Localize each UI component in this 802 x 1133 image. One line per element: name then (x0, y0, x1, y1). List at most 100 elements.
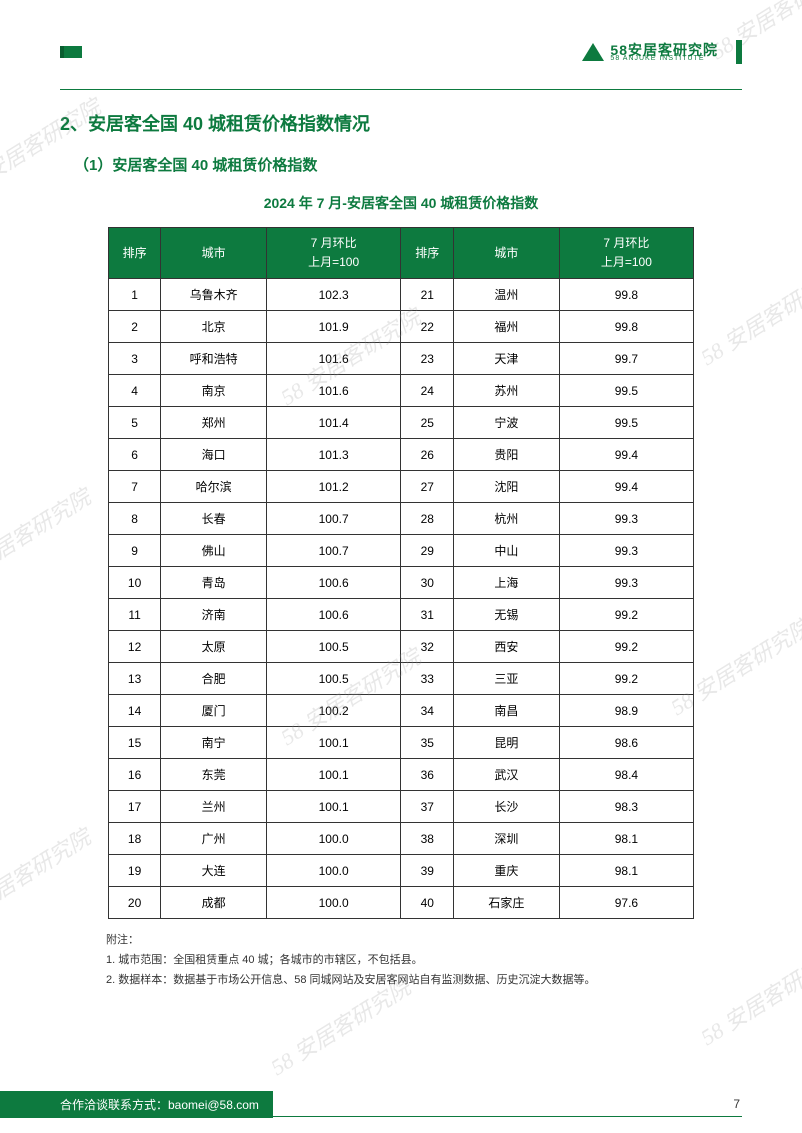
td-rank: 2 (108, 311, 161, 343)
td-city: 海口 (161, 439, 266, 471)
td-value: 100.5 (266, 631, 401, 663)
td-value2: 99.3 (559, 503, 694, 535)
td-rank: 11 (108, 599, 161, 631)
td-rank2: 26 (401, 439, 454, 471)
table-row: 10青岛100.630上海99.3 (108, 567, 694, 599)
th-value-1-line1: 7 月环比 (311, 236, 357, 250)
td-rank: 17 (108, 791, 161, 823)
header-bar: 58安居客研究院 58 ANJUKE INSTITUTE (60, 40, 742, 64)
td-rank: 10 (108, 567, 161, 599)
table-body: 1乌鲁木齐102.321温州99.82北京101.922福州99.83呼和浩特1… (108, 279, 694, 919)
td-city: 南宁 (161, 727, 266, 759)
td-rank: 18 (108, 823, 161, 855)
td-rank: 6 (108, 439, 161, 471)
th-rank-1: 排序 (108, 228, 161, 279)
td-city2: 石家庄 (454, 887, 559, 919)
td-rank: 3 (108, 343, 161, 375)
td-rank: 12 (108, 631, 161, 663)
table-row: 8长春100.728杭州99.3 (108, 503, 694, 535)
td-city: 大连 (161, 855, 266, 887)
watermark-text: 58 安居客研究院 (0, 90, 106, 202)
td-rank2: 27 (401, 471, 454, 503)
footnote-label: 附注： (106, 931, 742, 951)
td-value: 100.5 (266, 663, 401, 695)
th-value-2-line2: 上月=100 (601, 255, 652, 269)
th-value-1-line2: 上月=100 (308, 255, 359, 269)
td-city: 青岛 (161, 567, 266, 599)
td-city2: 沈阳 (454, 471, 559, 503)
logo-area: 58安居客研究院 58 ANJUKE INSTITUTE (582, 43, 718, 62)
footer-underline (0, 1116, 742, 1117)
table-row: 12太原100.532西安99.2 (108, 631, 694, 663)
table-row: 19大连100.039重庆98.1 (108, 855, 694, 887)
td-value: 100.0 (266, 823, 401, 855)
td-value: 100.0 (266, 887, 401, 919)
td-value: 100.0 (266, 855, 401, 887)
td-value: 101.3 (266, 439, 401, 471)
td-value2: 98.9 (559, 695, 694, 727)
td-city: 济南 (161, 599, 266, 631)
page-container: 58安居客研究院 58 ANJUKE INSTITUTE 2、安居客全国 40 … (0, 0, 802, 1133)
table-row: 2北京101.922福州99.8 (108, 311, 694, 343)
td-value2: 98.3 (559, 791, 694, 823)
td-city2: 南昌 (454, 695, 559, 727)
td-rank2: 29 (401, 535, 454, 567)
th-city-1: 城市 (161, 228, 266, 279)
td-value2: 99.2 (559, 599, 694, 631)
logo-text-sub: 58 ANJUKE INSTITUTE (610, 55, 718, 62)
td-value2: 99.7 (559, 343, 694, 375)
logo-text-block: 58安居客研究院 58 ANJUKE INSTITUTE (610, 43, 718, 62)
td-rank2: 38 (401, 823, 454, 855)
td-city: 郑州 (161, 407, 266, 439)
footnote-2: 2. 数据样本：数据基于市场公开信息、58 同城网站及安居客网站自有监测数据、历… (106, 971, 742, 991)
td-rank: 20 (108, 887, 161, 919)
td-city: 北京 (161, 311, 266, 343)
td-rank2: 28 (401, 503, 454, 535)
table-row: 14厦门100.234南昌98.9 (108, 695, 694, 727)
td-city2: 重庆 (454, 855, 559, 887)
td-rank: 9 (108, 535, 161, 567)
td-city: 东莞 (161, 759, 266, 791)
footnote-1: 1. 城市范围：全国租赁重点 40 城；各城市的市辖区，不包括县。 (106, 951, 742, 971)
td-city2: 天津 (454, 343, 559, 375)
table-row: 3呼和浩特101.623天津99.7 (108, 343, 694, 375)
td-city2: 福州 (454, 311, 559, 343)
watermark-text: 58 安居客研究院 (0, 480, 96, 592)
td-value2: 99.2 (559, 631, 694, 663)
td-city2: 三亚 (454, 663, 559, 695)
th-value-2-line1: 7 月环比 (603, 236, 649, 250)
td-value: 101.9 (266, 311, 401, 343)
td-value2: 98.6 (559, 727, 694, 759)
td-city: 合肥 (161, 663, 266, 695)
td-rank2: 40 (401, 887, 454, 919)
td-rank: 7 (108, 471, 161, 503)
header-left-marker (60, 46, 82, 58)
td-value2: 99.4 (559, 471, 694, 503)
td-rank: 15 (108, 727, 161, 759)
th-city-2: 城市 (454, 228, 559, 279)
td-value2: 98.1 (559, 823, 694, 855)
td-rank2: 22 (401, 311, 454, 343)
td-rank2: 37 (401, 791, 454, 823)
table-row: 15南宁100.135昆明98.6 (108, 727, 694, 759)
watermark-text: 58 安居客研究院 (694, 260, 802, 372)
th-value-2: 7 月环比 上月=100 (559, 228, 694, 279)
td-value: 100.6 (266, 567, 401, 599)
td-city2: 中山 (454, 535, 559, 567)
td-rank2: 25 (401, 407, 454, 439)
td-rank2: 39 (401, 855, 454, 887)
td-rank: 14 (108, 695, 161, 727)
td-city2: 深圳 (454, 823, 559, 855)
price-index-table: 排序 城市 7 月环比 上月=100 排序 城市 7 月环比 上月=100 1乌… (108, 227, 695, 919)
td-rank: 5 (108, 407, 161, 439)
td-rank2: 32 (401, 631, 454, 663)
subsection-title: （1）安居客全国 40 城租赁价格指数 (60, 154, 742, 175)
td-value2: 99.4 (559, 439, 694, 471)
page-number: 7 (733, 1097, 740, 1111)
td-value: 101.2 (266, 471, 401, 503)
td-rank: 4 (108, 375, 161, 407)
td-value: 100.1 (266, 727, 401, 759)
td-rank2: 31 (401, 599, 454, 631)
td-city: 乌鲁木齐 (161, 279, 266, 311)
td-rank: 16 (108, 759, 161, 791)
